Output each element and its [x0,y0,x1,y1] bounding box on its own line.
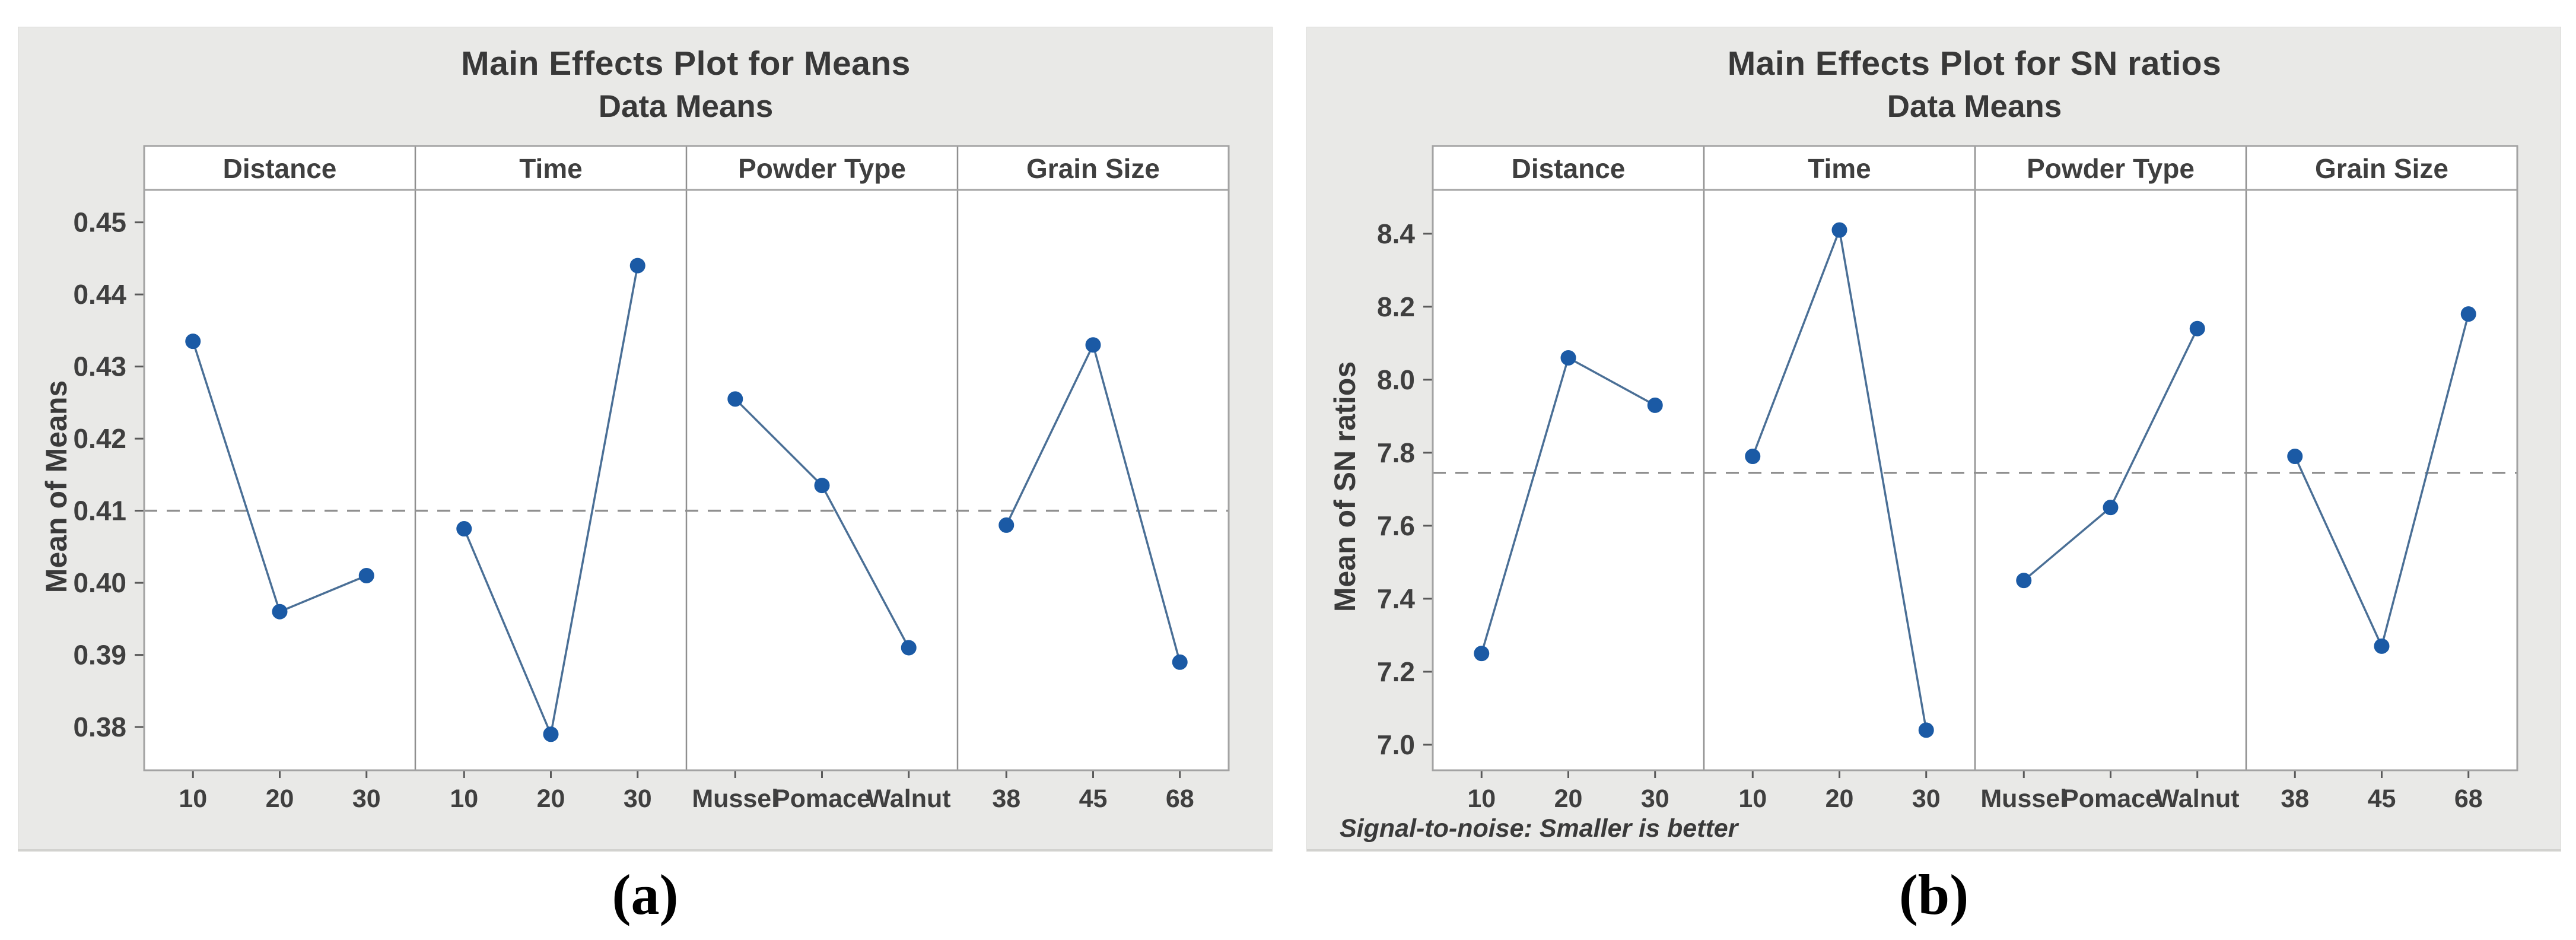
x-tick-label: 10 [1467,785,1496,813]
x-tick-label: Walnut [2155,785,2240,813]
data-point-marker [998,517,1015,533]
sn-chart-svg: 7.0 7.2 7.4 7.6 7.8 8.0 8.2 8.4 Distance 10 20 30 Ti… [1377,145,2518,813]
plot-frame [1432,145,2518,771]
data-point-marker [543,726,559,742]
y-tick-label: 8.2 [1377,291,1415,322]
data-point-marker [1918,722,1934,738]
y-tick-label: 0.38 [73,712,126,742]
means-chart-title: Main Effects Plot for Means [461,45,911,82]
x-tick-label: 68 [1166,785,1194,813]
data-point-marker [185,334,201,350]
x-tick-label: 30 [1641,785,1669,813]
panel-header-label: Powder Type [2027,153,2195,184]
data-point-marker [2103,500,2119,516]
y-tick-label: 0.41 [73,496,126,526]
data-point-marker [1647,397,1663,413]
data-point-marker [1474,646,1490,662]
data-point-marker [629,258,645,274]
x-tick-label: 38 [2281,785,2309,813]
panel-header-label: Distance [223,153,337,184]
data-point-marker [2460,306,2476,322]
x-tick-label: 30 [352,785,381,813]
y-tick-label: 0.39 [73,640,126,671]
y-tick-label: 0.45 [73,207,126,238]
sn-chart-subtitle: Data Means [1887,89,2062,124]
data-point-marker [727,391,743,407]
subfigure-caption-b: (b) [1898,863,1969,926]
data-point-marker [1172,654,1188,670]
x-tick-label: Walnut [867,785,951,813]
x-tick-label: 30 [624,785,652,813]
y-tick-label: 0.43 [73,351,126,382]
x-tick-label: 45 [1079,785,1108,813]
x-tick-label: 10 [1738,785,1767,813]
data-point-marker [2016,573,2032,589]
y-tick-label: 7.8 [1377,437,1415,468]
data-point-marker [2287,449,2303,465]
subfigure-caption-a: (a) [612,863,679,926]
data-point-marker [272,604,288,620]
x-tick-label: 68 [2454,785,2483,813]
x-tick-label: 20 [1554,785,1583,813]
y-tick-label: 7.2 [1377,656,1415,687]
x-tick-label: 20 [537,785,565,813]
sn-chart-footnote: Signal-to-noise: Smaller is better [1340,814,1738,843]
data-point-marker [1831,222,1847,238]
panel-header-label: Time [1808,153,1871,184]
data-point-marker [1085,337,1101,353]
x-tick-label: 20 [1826,785,1854,813]
data-point-marker [2189,320,2205,336]
x-tick-label: 10 [450,785,478,813]
data-point-marker [358,567,374,583]
y-tick-label: 7.0 [1377,729,1415,760]
panel-header-label: Powder Type [738,153,906,184]
x-tick-label: Pomace [773,785,871,813]
y-tick-label: 7.4 [1377,583,1415,614]
sn-chart-card: Main Effects Plot for SN ratios Data Mea… [1306,27,2561,852]
data-point-marker [814,478,830,494]
x-tick-label: 30 [1912,785,1941,813]
data-point-marker [1745,449,1761,465]
data-point-marker [1560,350,1576,366]
plot-frame [143,145,1230,771]
panel-header-label: Time [519,153,583,184]
y-tick-label: 8.4 [1377,218,1415,249]
panel-header-label: Grain Size [2315,153,2448,184]
panel-header-label: Distance [1512,153,1626,184]
means-chart-subtitle: Data Means [598,89,774,124]
y-tick-label: 0.40 [73,567,126,598]
y-tick-label: 0.42 [73,423,126,454]
y-tick-label: 0.44 [73,279,126,310]
means-chart-card: Main Effects Plot for Means Data Means M… [18,27,1273,852]
x-tick-label: Mussel [692,785,778,813]
panel-header-label: Grain Size [1026,153,1160,184]
sn-chart-title: Main Effects Plot for SN ratios [1727,45,2222,82]
x-tick-label: 10 [179,785,207,813]
x-tick-label: 38 [992,785,1020,813]
y-tick-label: 8.0 [1377,364,1415,395]
data-point-marker [2374,638,2390,654]
x-tick-label: Mussel [1980,785,2067,813]
data-point-marker [901,640,917,656]
x-tick-label: Pomace [2062,785,2160,813]
x-tick-label: 20 [266,785,294,813]
x-tick-label: 45 [2368,785,2396,813]
y-tick-label: 7.6 [1377,510,1415,541]
means-chart-svg: 0.38 0.39 0.40 0.41 0.42 0.43 0.44 0.45 Distance… [73,145,1230,813]
data-point-marker [456,521,472,537]
